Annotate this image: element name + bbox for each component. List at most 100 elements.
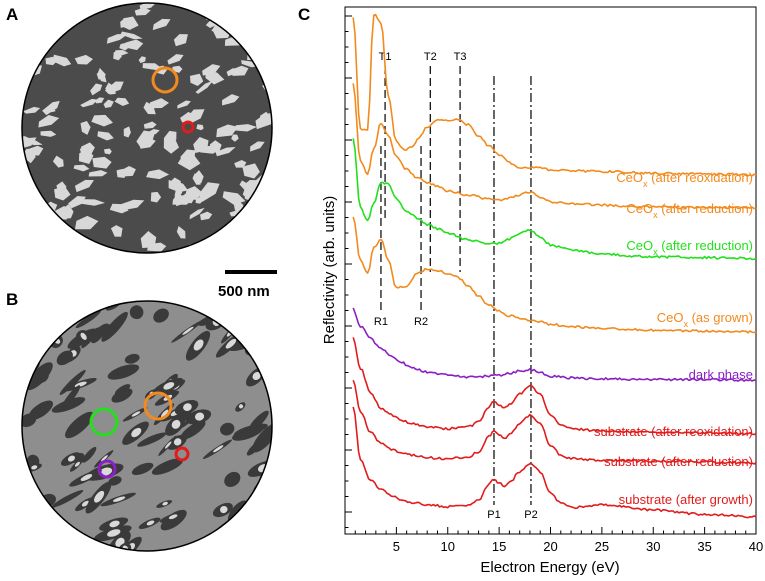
bright-island	[252, 371, 261, 381]
bright-island	[152, 18, 171, 31]
bright-island	[244, 33, 257, 41]
dark-phase-region	[75, 310, 101, 329]
bright-island	[121, 199, 145, 210]
bright-island	[215, 147, 236, 157]
dark-phase-region	[22, 512, 46, 531]
bright-island	[226, 5, 245, 19]
microscope-image-b	[21, 300, 273, 552]
dark-phase-region	[82, 446, 97, 463]
dark-phase-region	[22, 541, 53, 551]
bright-island	[231, 65, 249, 76]
dark-phase-region	[56, 350, 73, 366]
dark-phase-region	[129, 305, 144, 320]
bright-island	[251, 48, 271, 63]
bright-island	[252, 22, 272, 36]
scale-bar: 500 nm	[218, 270, 277, 300]
bright-island	[142, 63, 161, 70]
bright-island	[66, 13, 82, 21]
series-label: CeOx (as grown)	[657, 310, 753, 329]
x-axis-label: Electron Energy (eV)	[480, 559, 619, 576]
bright-island	[116, 168, 128, 179]
dark-phase-region	[232, 425, 264, 441]
bright-island	[143, 121, 157, 129]
dark-phase-region	[242, 519, 258, 535]
bright-island	[150, 191, 162, 203]
bright-island	[242, 163, 260, 179]
bright-island	[222, 191, 246, 205]
bright-island	[105, 82, 116, 95]
x-axis: 5 10 15 20 25 30 35 40	[354, 527, 763, 554]
bright-island	[27, 33, 35, 41]
bright-island	[74, 179, 94, 193]
bright-island	[252, 14, 263, 22]
bright-island	[62, 204, 74, 219]
bright-island	[183, 403, 192, 412]
bright-island	[81, 500, 89, 507]
bright-island	[189, 207, 205, 220]
dark-phase-region	[229, 305, 258, 333]
panel-b-letter: B	[6, 290, 18, 309]
marker-label-r2: R2	[414, 316, 428, 328]
bright-island	[259, 111, 271, 124]
red-marker-circle-a	[181, 120, 195, 134]
dark-phase-region	[51, 490, 84, 508]
bright-island	[68, 303, 78, 313]
bright-island	[215, 245, 232, 253]
bright-island	[164, 441, 172, 449]
bright-island	[74, 215, 99, 230]
bright-island	[101, 455, 108, 462]
bright-island	[67, 455, 76, 462]
bright-island	[45, 56, 59, 66]
series-line	[352, 138, 757, 261]
dark-phase-region	[220, 422, 235, 436]
bright-island	[193, 339, 204, 351]
bright-island	[34, 340, 45, 349]
bright-island	[42, 100, 60, 116]
bright-island	[146, 520, 155, 526]
red-marker-circle-b	[174, 446, 190, 462]
x-tick-label: 25	[595, 539, 609, 554]
series-label: CeOx (after reoxidation)	[616, 170, 753, 189]
dark-phase-region	[224, 471, 241, 487]
bright-island	[110, 225, 123, 237]
bright-island	[125, 39, 144, 51]
bright-island	[167, 54, 184, 65]
bright-island	[149, 98, 170, 109]
bright-island	[120, 31, 143, 40]
bright-island	[94, 490, 105, 503]
bright-island	[114, 49, 129, 56]
bright-island	[200, 145, 220, 154]
bright-island	[38, 114, 60, 128]
series-label: CeOx (after reduction)	[626, 201, 753, 220]
bright-island	[119, 42, 130, 51]
series-label: substrate (after reduction)	[604, 454, 753, 469]
y-axis-ticks	[345, 15, 352, 528]
orange-marker-circle-b	[143, 391, 173, 421]
bright-island	[255, 238, 264, 245]
bright-island	[176, 226, 186, 239]
bright-island	[184, 186, 204, 200]
dark-phase-region	[22, 313, 33, 328]
dark-phase-region	[248, 410, 269, 432]
bright-island	[31, 465, 38, 470]
purple-marker-circle-b	[97, 459, 117, 479]
bright-island	[163, 139, 180, 154]
bright-island	[195, 80, 214, 94]
bright-island	[134, 7, 151, 16]
series-label: dark phase	[689, 367, 753, 382]
bright-island	[147, 128, 160, 136]
marker-label-t2: T2	[424, 51, 437, 63]
bright-island	[52, 155, 64, 168]
bright-island	[97, 131, 114, 141]
bright-island	[184, 109, 205, 124]
dark-phase-region	[124, 353, 140, 364]
bright-island	[163, 382, 175, 390]
bright-island	[60, 17, 71, 28]
dark-phase-region	[51, 397, 86, 413]
marker-label-p2: P2	[524, 509, 537, 521]
bright-island	[228, 302, 235, 309]
bright-island	[103, 99, 114, 108]
